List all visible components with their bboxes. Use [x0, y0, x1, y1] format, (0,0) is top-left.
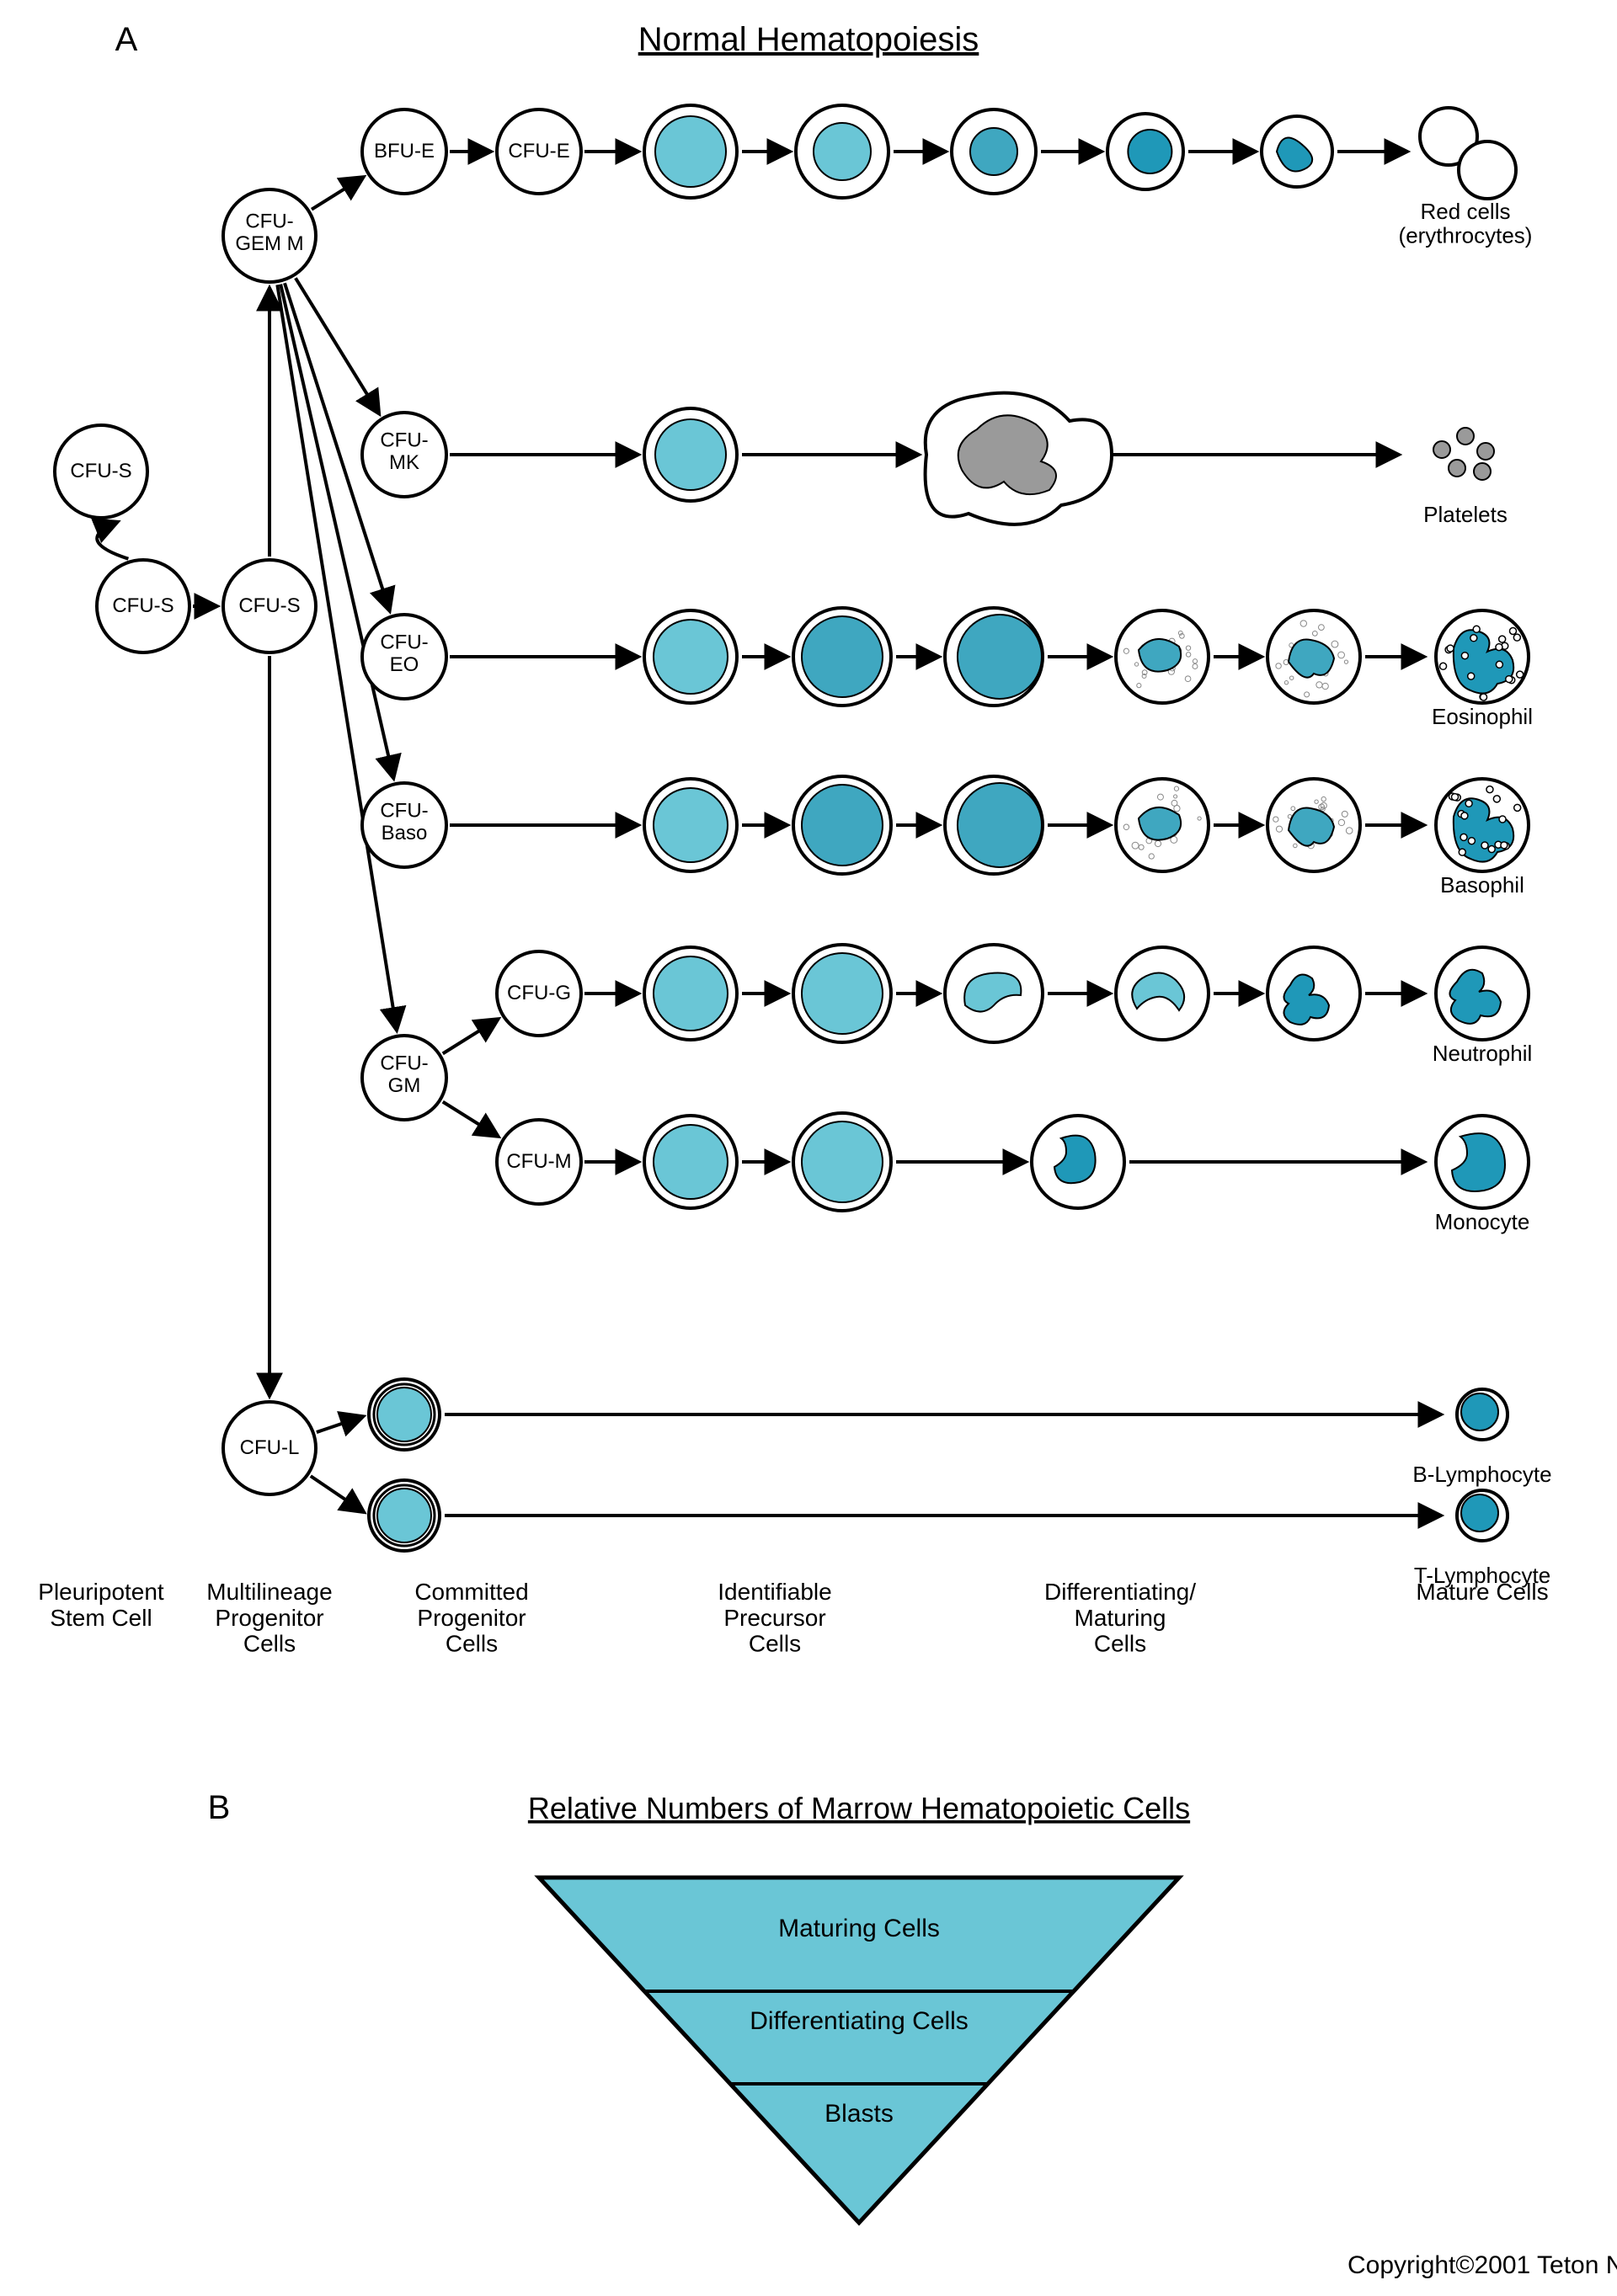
- node-label-cfu_g: CFU-G: [507, 982, 571, 1004]
- end-label: Monocyte: [1435, 1209, 1530, 1234]
- node-label-cfu_l: CFU-L: [240, 1436, 300, 1459]
- end-label: Platelets: [1423, 502, 1508, 527]
- stage-label: MultilineageProgenitorCells: [206, 1579, 332, 1657]
- panel-b-label: B: [208, 1789, 231, 1826]
- stage-label: Mature Cells: [1416, 1579, 1548, 1605]
- end-label: Neutrophil: [1433, 1041, 1533, 1066]
- triangle-row: Maturing Cells: [778, 1915, 940, 1942]
- panel-a-label: A: [115, 21, 138, 58]
- node-label-cfu_m: CFU-M: [506, 1150, 571, 1173]
- node-label-cfu_e: CFU-E: [508, 140, 569, 162]
- triangle-row: Differentiating Cells: [750, 2007, 969, 2035]
- end-label: Eosinophil: [1432, 704, 1533, 729]
- hematopoiesis-diagram: A Normal Hematopoiesis CFU-S CFU-S CFU-S CFU-…: [0, 0, 1617, 2296]
- node-label-cfus_right: CFU-S: [238, 594, 300, 617]
- node-label-bfu_e: BFU-E: [374, 140, 435, 162]
- node-label-cfu_gemm: CFU-GEM M: [235, 210, 303, 254]
- stage-label: Differentiating/MaturingCells: [1044, 1579, 1196, 1657]
- node-label-cfus_mid: CFU-S: [112, 594, 173, 617]
- panel-a-title: Normal Hematopoiesis: [638, 21, 979, 58]
- stage-label: CommittedProgenitorCells: [414, 1579, 528, 1657]
- stage-label: PleuripotentStem Cell: [38, 1579, 164, 1631]
- copyright: Copyright©2001 Teton NewMedia: [1348, 2251, 1617, 2279]
- end-label: B-Lymphocyte: [1412, 1462, 1551, 1487]
- end-label: Red cells(erythrocytes): [1399, 199, 1533, 248]
- end-label: Basophil: [1440, 872, 1524, 898]
- panel-b-title: Relative Numbers of Marrow Hematopoietic…: [528, 1791, 1190, 1825]
- node-label-cfu_baso: CFU-Baso: [380, 799, 428, 844]
- triangle-row: Blasts: [825, 2100, 894, 2128]
- stage-label: IdentifiablePrecursorCells: [718, 1579, 831, 1657]
- node-label-cfus_top: CFU-S: [70, 460, 131, 482]
